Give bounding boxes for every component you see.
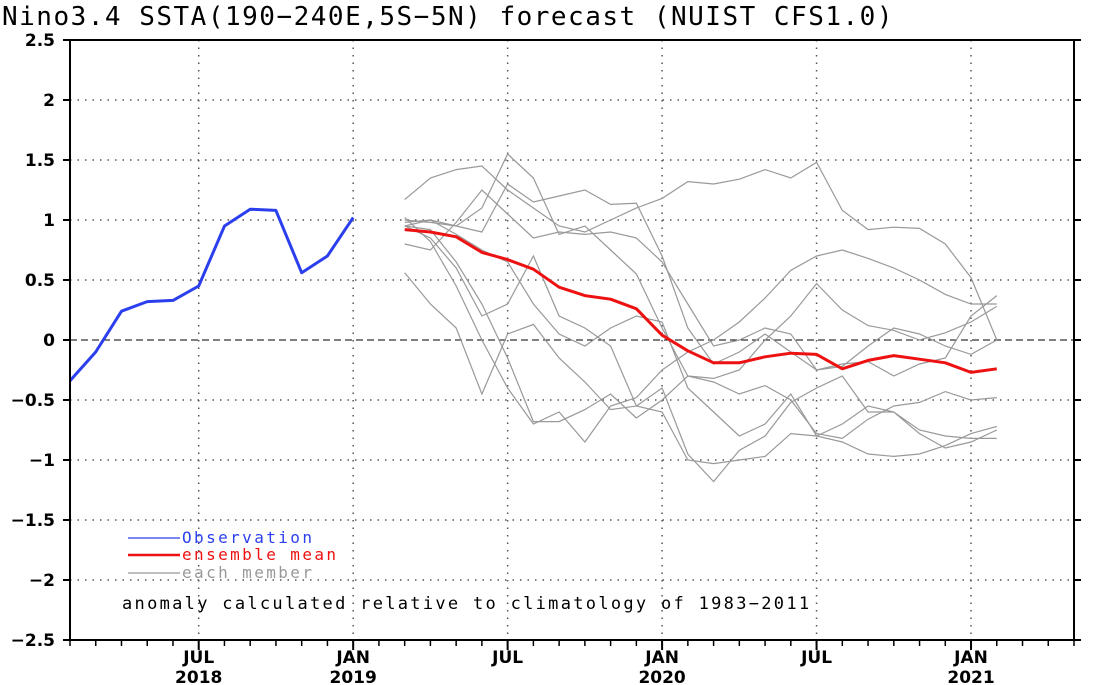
x-tick-label: JUL bbox=[800, 648, 832, 668]
member-line bbox=[404, 153, 998, 380]
x-tick-label: JAN bbox=[644, 648, 679, 668]
y-tick-label: −1.5 bbox=[11, 511, 55, 531]
x-tick-label: JAN bbox=[335, 648, 370, 668]
y-tick-label: 1.5 bbox=[25, 151, 55, 171]
x-tick-year: 2018 bbox=[175, 668, 222, 685]
x-tick-label: JUL bbox=[182, 648, 214, 668]
x-tick-year: 2020 bbox=[638, 668, 685, 685]
member-line bbox=[404, 217, 997, 443]
y-tick-label: 0 bbox=[43, 331, 55, 351]
member-line bbox=[404, 225, 997, 440]
y-axis: 2.5 2 1.5 1 0.5 0 −0.5 −1 −1.5 −2 −2.5 bbox=[11, 31, 1081, 651]
chart-title: Nino3.4 SSTA(190−240E,5S−5N) forecast (N… bbox=[2, 2, 894, 32]
observation-line bbox=[68, 207, 355, 382]
legend-label-member: each member bbox=[182, 563, 314, 582]
legend-label-observation: Observation bbox=[182, 528, 314, 547]
member-line bbox=[404, 272, 998, 483]
y-tick-label: 1 bbox=[43, 211, 55, 231]
member-line bbox=[404, 225, 997, 465]
y-tick-label: −0.5 bbox=[11, 391, 55, 411]
x-tick-year: 2019 bbox=[330, 668, 377, 685]
x-tick-label: JUL bbox=[491, 648, 523, 668]
member-line bbox=[404, 161, 998, 341]
ensemble-mean-line bbox=[404, 228, 998, 374]
y-tick-label: −2.5 bbox=[11, 631, 55, 651]
y-tick-label: −2 bbox=[29, 571, 55, 591]
y-tick-label: −1 bbox=[29, 451, 55, 471]
member-lines bbox=[404, 153, 998, 483]
climatology-note: anomaly calculated relative to climatolo… bbox=[122, 594, 811, 614]
x-tick-year: 2021 bbox=[947, 668, 994, 685]
y-tick-label: 0.5 bbox=[25, 271, 55, 291]
legend-label-ensemble_mean: ensemble mean bbox=[182, 545, 338, 564]
member-line bbox=[404, 189, 998, 371]
grid-lines bbox=[70, 40, 1074, 640]
y-tick-label: 2.5 bbox=[25, 31, 55, 51]
y-tick-label: 2 bbox=[43, 91, 55, 111]
member-line bbox=[404, 219, 997, 458]
x-tick-label: JAN bbox=[953, 648, 988, 668]
